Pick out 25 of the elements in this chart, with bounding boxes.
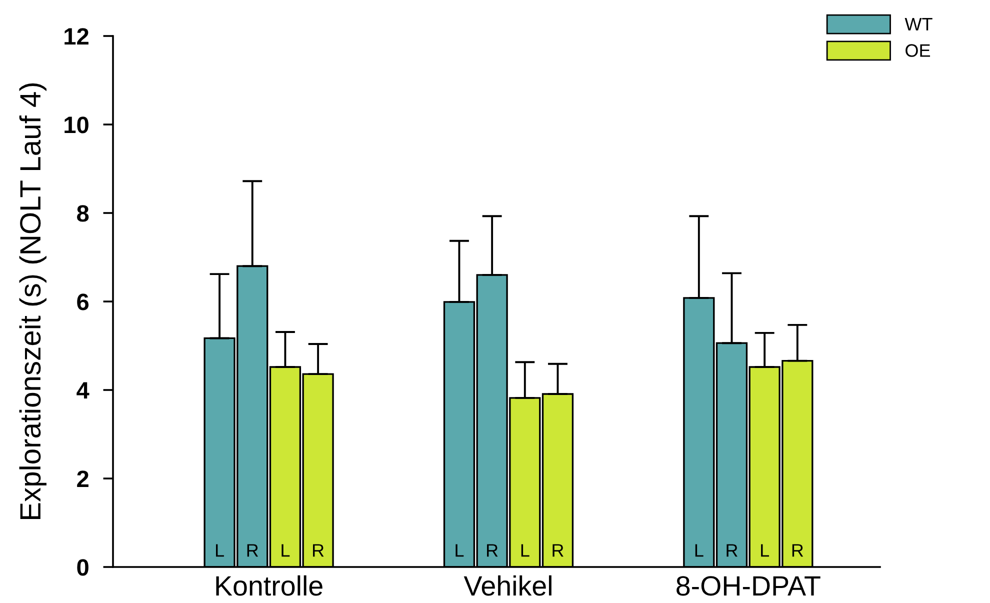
legend-label: WT [904,18,932,30]
data-label: L [282,544,290,557]
y-tick-label: 8 [77,205,89,222]
y-tick-label: 6 [77,294,89,310]
x-tick-label: Kontrolle [216,575,322,596]
y-tick-label: 0 [77,559,88,576]
data-label: L [521,544,530,557]
y-axis-title: Explorationszeit (s) (NOLT Lauf 4) [19,83,46,520]
data-label: L [761,544,770,557]
data-label: L [695,544,704,557]
y-tick-label: 4 [76,382,90,399]
data-label: R [726,544,738,557]
y-tick-label: 2 [77,470,88,488]
x-tick-label: Vehikel [464,575,552,596]
data-label: R [792,544,804,557]
y-tick-label: 10 [64,116,88,134]
data-label: L [456,544,464,557]
data-label: R [487,544,498,557]
data-label: R [247,544,258,557]
legend-label: OE [906,44,930,57]
data-label: R [552,544,564,557]
x-tick-label: 8-OH-DPAT [676,576,820,596]
data-label: R [313,544,324,557]
y-tick-label: 12 [64,28,88,45]
data-label: L [216,544,224,557]
